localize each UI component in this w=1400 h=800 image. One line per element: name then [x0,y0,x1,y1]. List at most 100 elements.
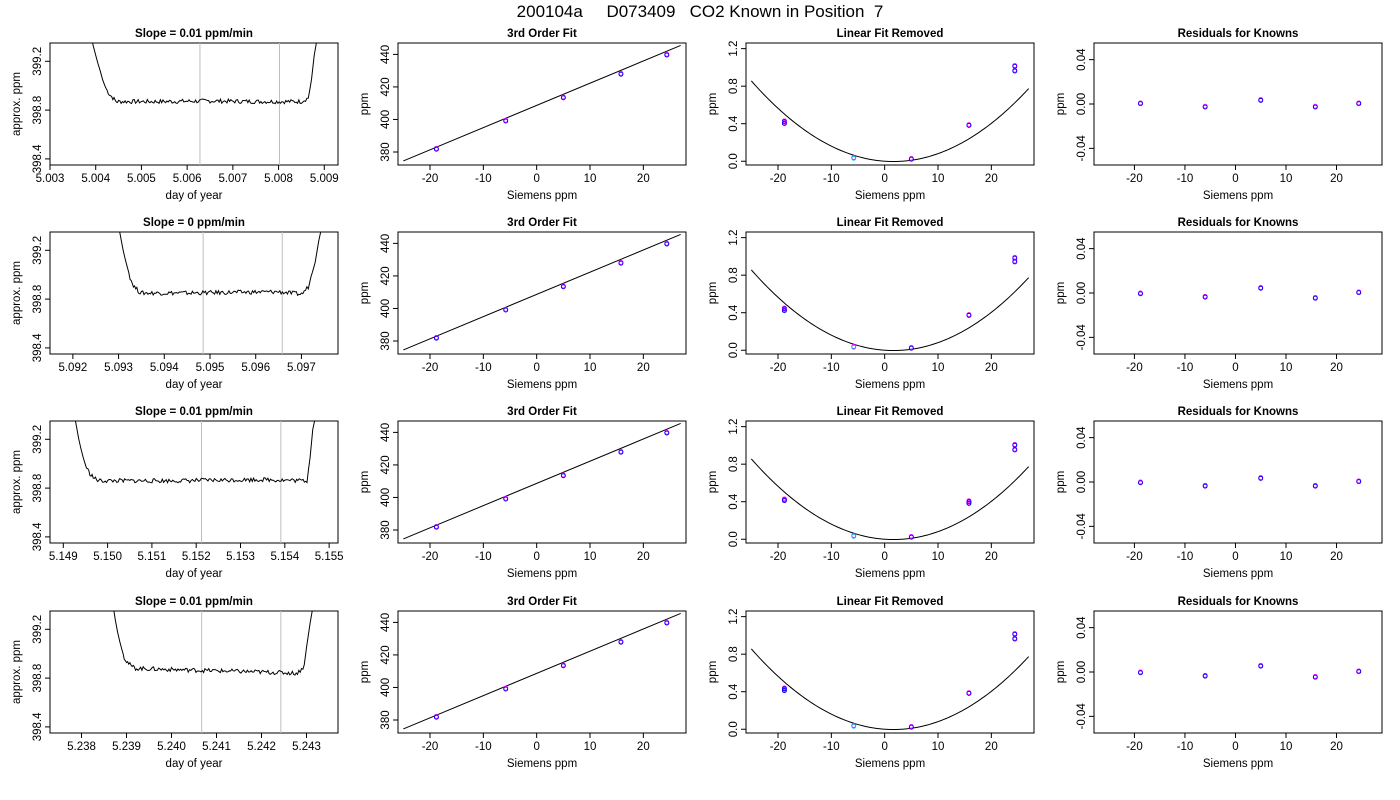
data-point [1356,669,1362,675]
x-tick-label: 0 [1232,362,1238,374]
x-axis-label: Siemens ppm [1203,758,1273,770]
y-tick-label: 0.04 [1076,48,1088,71]
panel-title: Residuals for Knowns [1178,406,1299,418]
x-tick-label: -20 [422,362,439,374]
panel-title: Slope = 0 ppm/min [143,217,245,229]
data-trace-line [92,43,317,105]
data-point [664,620,670,626]
data-point [503,496,509,502]
x-tick-label: 0 [881,362,887,374]
x-tick-label: 5.149 [49,551,78,563]
y-tick-label: 0.0 [728,342,740,358]
panel-title: 3rd Order Fit [507,217,577,229]
data-point [618,71,624,77]
fit-line [403,612,681,730]
x-tick-label: 5.095 [196,362,225,374]
y-tick-label: 380 [380,710,392,729]
plot-area [750,631,1030,731]
data-point [1258,285,1264,291]
plot-frame [49,610,339,734]
y-tick-label: 398.4 [32,712,44,741]
x-tick-label: 0 [533,551,539,563]
x-tick-label: -10 [1177,173,1194,185]
x-axis-label: Siemens ppm [507,568,577,580]
x-tick-label: 5.150 [93,551,122,563]
x-axis-label: day of year [166,568,223,580]
data-point [1012,447,1018,453]
x-tick-label: 20 [637,741,650,753]
panel-r2-c3: Linear Fit Removed -20 -10 0 10 20 0.0 0.4 0.8 1.… [707,217,1035,391]
panel-r2-c4: Residuals for Knowns -20 -10 0 10 20 -0.04 0.00… [1055,217,1383,391]
panel-r4-c1: Slope = 0.01 ppm/min 5.238 5.239 5.240 5.241… [11,596,339,770]
fit-line [403,233,681,351]
data-point [1356,101,1362,107]
y-tick-label: 1.2 [728,41,740,57]
x-tick-label: -10 [475,362,492,374]
x-tick-label: 5.096 [241,362,270,374]
x-tick-label: 10 [1280,551,1293,563]
panel-r2-c1: Slope = 0 ppm/min 5.092 5.093 5.094 5.095 5.0… [11,217,339,391]
x-tick-label: -10 [475,741,492,753]
data-point [966,122,972,128]
data-point [781,688,787,694]
panel-title: 3rd Order Fit [507,28,577,40]
data-point [851,344,857,350]
x-tick-label: 5.239 [112,741,141,753]
x-axis-label: Siemens ppm [507,379,577,391]
x-tick-label: 20 [637,362,650,374]
data-point [1312,295,1318,301]
y-axis-label: ppm [1055,471,1067,493]
plot-frame [745,231,1035,355]
plot-frame [397,231,687,355]
x-tick-label: 10 [932,362,945,374]
x-tick-label: 0 [533,173,539,185]
x-tick-label: -20 [770,741,787,753]
y-tick-label: 0.00 [1076,93,1088,115]
x-tick-label: 5.097 [287,362,316,374]
y-tick-label: -0.04 [1076,135,1088,162]
y-tick-label: 0.0 [728,153,740,169]
x-tick-label: 10 [584,551,597,563]
panel-title: 3rd Order Fit [507,596,577,608]
data-point [560,663,566,669]
data-point [433,335,439,341]
panel-r3-c3: Linear Fit Removed -20 -10 0 10 20 0.0 0.4 0.8 1.… [707,406,1035,580]
panel-title: Residuals for Knowns [1178,596,1299,608]
y-axis-label: ppm [1055,93,1067,115]
data-point [503,686,509,692]
data-point [1202,294,1208,300]
x-tick-label: 20 [1330,741,1343,753]
data-point [781,121,787,127]
x-axis-label: Siemens ppm [1203,379,1273,391]
x-tick-label: 20 [637,173,650,185]
x-tick-label: -20 [1126,551,1143,563]
x-tick-label: -20 [422,173,439,185]
plot-area [750,254,1030,352]
x-tick-label: -10 [475,551,492,563]
x-axis-label: day of year [166,758,223,770]
plot-area [750,63,1030,163]
plot-area [1138,97,1362,110]
y-tick-label: 398.4 [32,522,44,551]
y-axis-label: ppm [359,661,371,683]
x-axis-label: Siemens ppm [1203,568,1273,580]
data-trace-line [113,611,313,676]
x-tick-label: 5.152 [182,551,211,563]
fit-curve [750,269,1030,352]
panel-title: Slope = 0.01 ppm/min [135,406,253,418]
data-point [966,690,972,696]
y-tick-label: 0.4 [728,683,740,700]
data-point [1356,479,1362,485]
y-tick-label: 380 [380,331,392,350]
panel-r1-c1: Slope = 0.01 ppm/min 5.003 5.004 5.005 5.006… [11,28,339,202]
y-tick-label: 400 [380,299,392,318]
y-tick-label: 380 [380,142,392,161]
x-tick-label: 20 [1330,173,1343,185]
plot-area [403,612,681,730]
data-point [781,308,787,314]
y-axis-label: ppm [707,471,719,493]
x-tick-label: -10 [475,173,492,185]
panel-r1-c2: 3rd Order Fit -20 -10 0 10 20 380 400 420 440 Siem… [359,28,687,202]
data-point [1012,636,1018,642]
y-tick-label: 420 [380,77,392,96]
